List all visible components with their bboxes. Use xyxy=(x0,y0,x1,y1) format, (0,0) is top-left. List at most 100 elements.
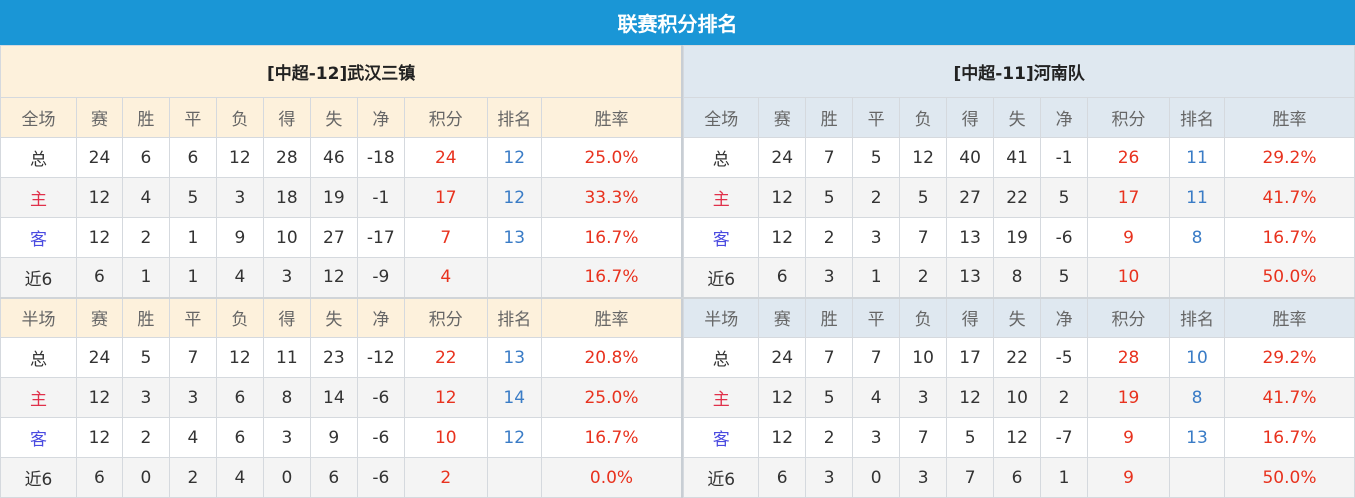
goals-for-cell: 28 xyxy=(262,137,311,178)
column-header-row: 全场赛胜平负得失净积分 排名 胜率 xyxy=(0,97,683,138)
goal-diff-cell: -9 xyxy=(356,257,405,298)
rank-cell: 13 xyxy=(486,217,542,258)
goal-diff-cell: -7 xyxy=(1040,417,1089,458)
goals-for-cell: 13 xyxy=(946,217,995,258)
played-cell: 6 xyxy=(758,457,807,498)
goal-diff-cell: 1 xyxy=(1040,457,1089,498)
column-header-goals-against: 失 xyxy=(309,296,358,338)
column-header-goal-diff: 净 xyxy=(1040,296,1089,338)
table-row: 客 12 2 3 7 5 12 -7 9 13 16.7% xyxy=(683,417,1355,458)
table-row: 总 24 7 7 10 17 22 -5 28 10 29.2% xyxy=(683,337,1355,378)
played-cell: 6 xyxy=(75,257,123,298)
table-row: 客 12 2 1 9 10 27 -17 7 13 16.7% xyxy=(0,217,683,258)
losses-cell: 12 xyxy=(215,137,264,178)
column-header-goals-against: 失 xyxy=(309,97,358,138)
draws-cell: 3 xyxy=(168,377,217,418)
played-cell: 12 xyxy=(75,417,123,458)
draws-cell: 5 xyxy=(168,177,217,218)
team-header: [中超-11]河南队 xyxy=(683,45,1355,98)
draws-cell: 6 xyxy=(168,137,217,178)
draws-cell: 4 xyxy=(168,417,217,458)
draws-cell: 1 xyxy=(168,257,217,298)
win-rate-cell: 41.7% xyxy=(1223,377,1355,418)
goals-against-cell: 41 xyxy=(993,137,1042,178)
losses-cell: 10 xyxy=(899,337,948,378)
played-cell: 12 xyxy=(75,217,123,258)
draws-cell: 3 xyxy=(852,417,901,458)
column-header-win-rate: 胜率 xyxy=(540,97,683,138)
points-cell: 26 xyxy=(1087,137,1170,178)
row-label-cell: 客 xyxy=(683,417,760,458)
draws-cell: 7 xyxy=(168,337,217,378)
losses-cell: 2 xyxy=(899,257,948,298)
points-cell: 24 xyxy=(403,137,488,178)
win-rate-cell: 20.8% xyxy=(540,337,683,378)
row-label-cell: 总 xyxy=(683,137,760,178)
table-row: 近6 6 0 2 4 0 6 -6 2 0.0% xyxy=(0,457,683,498)
losses-cell: 12 xyxy=(215,337,264,378)
win-rate-cell: 16.7% xyxy=(540,257,683,298)
win-rate-cell: 25.0% xyxy=(540,137,683,178)
goals-for-cell: 18 xyxy=(262,177,311,218)
points-cell: 10 xyxy=(403,417,488,458)
goals-for-cell: 11 xyxy=(262,337,311,378)
column-header-goals-against: 失 xyxy=(993,296,1042,338)
wins-cell: 7 xyxy=(805,337,854,378)
goal-diff-cell: -1 xyxy=(356,177,405,218)
points-cell: 17 xyxy=(1087,177,1170,218)
goals-for-cell: 10 xyxy=(262,217,311,258)
column-header-row: 全场赛胜平负得失净积分 排名 胜率 xyxy=(683,97,1355,138)
played-cell: 12 xyxy=(75,177,123,218)
section-label: 半场 xyxy=(683,296,760,338)
wins-cell: 7 xyxy=(805,137,854,178)
points-cell: 28 xyxy=(1087,337,1170,378)
column-header-wins: 胜 xyxy=(805,97,854,138)
wins-cell: 3 xyxy=(805,457,854,498)
win-rate-cell: 41.7% xyxy=(1223,177,1355,218)
team-header: [中超-12]武汉三镇 xyxy=(0,45,683,98)
win-rate-cell: 16.7% xyxy=(1223,417,1355,458)
win-rate-cell: 29.2% xyxy=(1223,137,1355,178)
played-cell: 6 xyxy=(758,257,807,298)
goal-diff-cell: -17 xyxy=(356,217,405,258)
losses-cell: 7 xyxy=(899,217,948,258)
goals-against-cell: 22 xyxy=(993,337,1042,378)
wins-cell: 5 xyxy=(805,377,854,418)
goals-for-cell: 40 xyxy=(946,137,995,178)
column-header-rank: 排名 xyxy=(1169,97,1225,138)
column-header-rank: 排名 xyxy=(486,97,542,138)
column-header-losses: 负 xyxy=(215,97,264,138)
row-label-cell: 总 xyxy=(0,137,77,178)
played-cell: 12 xyxy=(758,377,807,418)
wins-cell: 2 xyxy=(121,417,170,458)
wins-cell: 2 xyxy=(121,217,170,258)
table-row: 总 24 7 5 12 40 41 -1 26 11 29.2% xyxy=(683,137,1355,178)
goals-for-cell: 13 xyxy=(946,257,995,298)
column-header-goal-diff: 净 xyxy=(356,296,405,338)
losses-cell: 6 xyxy=(215,417,264,458)
rank-cell: 12 xyxy=(486,417,542,458)
points-cell: 4 xyxy=(403,257,488,298)
losses-cell: 5 xyxy=(899,177,948,218)
wins-cell: 5 xyxy=(121,337,170,378)
points-cell: 19 xyxy=(1087,377,1170,418)
table-row: 主 12 4 5 3 18 19 -1 17 12 33.3% xyxy=(0,177,683,218)
rank-cell: 10 xyxy=(1169,337,1225,378)
wins-cell: 4 xyxy=(121,177,170,218)
column-header-rank: 排名 xyxy=(1169,296,1225,338)
goals-against-cell: 23 xyxy=(309,337,358,378)
points-cell: 17 xyxy=(403,177,488,218)
losses-cell: 6 xyxy=(215,377,264,418)
draws-cell: 2 xyxy=(168,457,217,498)
win-rate-cell: 16.7% xyxy=(540,217,683,258)
draws-cell: 2 xyxy=(852,177,901,218)
played-cell: 12 xyxy=(758,417,807,458)
rank-cell xyxy=(486,457,542,498)
column-header-goal-diff: 净 xyxy=(1040,97,1089,138)
points-cell: 12 xyxy=(403,377,488,418)
away-team-table: [中超-11]河南队 全场赛胜平负得失净积分 排名 胜率总 24 7 5 12 40 41 -1 26… xyxy=(683,45,1355,498)
goals-against-cell: 8 xyxy=(993,257,1042,298)
played-cell: 12 xyxy=(758,177,807,218)
wins-cell: 6 xyxy=(121,137,170,178)
row-label-cell: 主 xyxy=(0,177,77,218)
